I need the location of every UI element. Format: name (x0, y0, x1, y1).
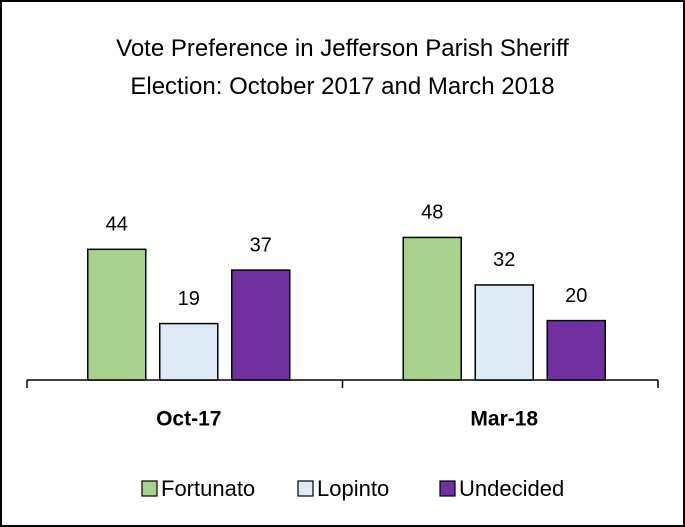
bar (159, 322, 219, 381)
x-tick-label: Mar-18 (470, 408, 538, 431)
legend-swatch (439, 480, 456, 497)
bar (474, 284, 534, 381)
data-label: 32 (493, 249, 515, 271)
data-label: 20 (565, 285, 587, 307)
bar (87, 248, 147, 381)
data-label: 48 (421, 202, 443, 224)
bar (231, 269, 291, 381)
legend-swatch (297, 480, 314, 497)
x-tick-label: Oct-17 (156, 408, 221, 431)
chart-title: Vote Preference in Jefferson Parish Sher… (116, 35, 569, 100)
data-label: 19 (178, 288, 200, 310)
legend-label: Fortunato (161, 476, 255, 501)
data-label: 37 (250, 234, 272, 256)
bar (402, 236, 462, 381)
legend-swatch (141, 480, 158, 497)
bar (546, 319, 606, 381)
legend-label: Lopinto (317, 476, 389, 501)
legend-label: Undecided (459, 476, 564, 501)
data-label: 44 (106, 214, 128, 236)
